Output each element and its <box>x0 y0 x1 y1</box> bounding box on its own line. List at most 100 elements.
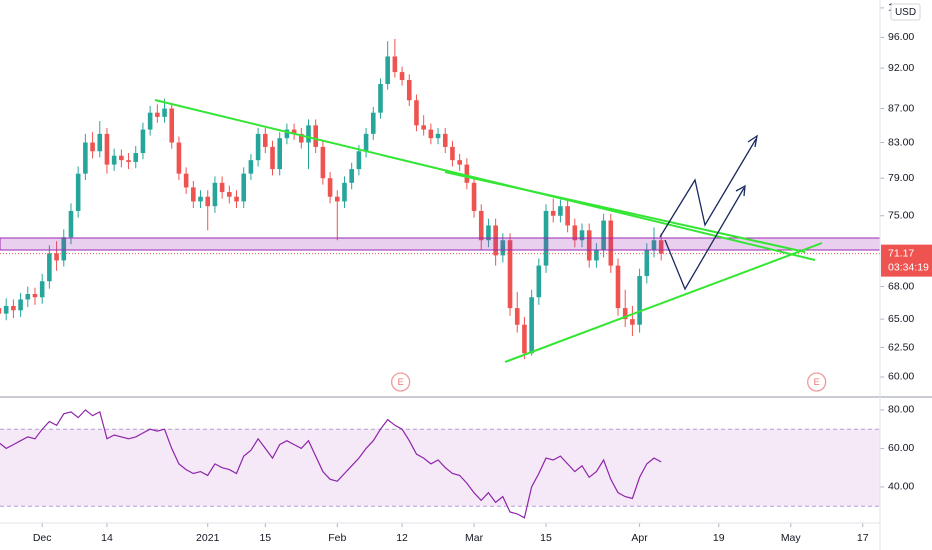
y-tick-label: 68.00 <box>888 280 914 292</box>
x-tick-label: Feb <box>328 532 346 544</box>
last-price-label: 71.17 <box>888 247 914 259</box>
earnings-label: E <box>814 377 820 387</box>
candle-body <box>378 84 383 113</box>
y-tick-label: 60.00 <box>888 442 914 454</box>
candle-body <box>500 240 506 256</box>
candle-body <box>601 220 606 251</box>
candle-body <box>104 133 110 165</box>
candle-body <box>327 178 333 197</box>
series-layer: 60.00 62.50 65.00 68.00 75.00 79.00 83.00 87.00… <box>0 2 920 544</box>
candle-body <box>630 319 635 325</box>
candle-body <box>162 108 167 117</box>
candle-body <box>234 196 239 202</box>
x-tick-label: 2021 <box>196 532 220 544</box>
drawings <box>0 99 881 363</box>
earnings-marker <box>390 372 411 392</box>
candle-body <box>478 210 484 241</box>
candle-body <box>651 240 657 251</box>
candle-body <box>334 196 340 202</box>
earnings-label: E <box>398 377 404 387</box>
candle-body <box>658 240 664 254</box>
candle-body <box>399 72 405 81</box>
candle-body <box>608 220 614 266</box>
candle-body <box>644 250 650 276</box>
candle-body <box>442 133 448 147</box>
trend-line <box>504 242 823 363</box>
candle-body <box>529 297 534 354</box>
candle-body <box>421 125 426 130</box>
candle-body <box>39 281 45 298</box>
candle-body <box>522 324 527 354</box>
candle-body <box>615 265 621 309</box>
candle-body <box>133 153 139 162</box>
x-tick-label: Dec <box>33 532 52 544</box>
y-tick-label: 96.00 <box>888 31 914 43</box>
candle-body <box>586 230 592 261</box>
candle-body <box>176 142 182 174</box>
candle-body <box>579 230 585 241</box>
candle-body <box>270 146 275 170</box>
candle-body <box>25 294 31 300</box>
x-tick-label: Apr <box>631 532 648 544</box>
candle-body <box>68 210 74 238</box>
candle-body <box>464 164 470 183</box>
candle-body <box>291 129 297 134</box>
candle-body <box>32 294 38 298</box>
candle-body <box>61 237 67 261</box>
y-tick-label: 65.00 <box>888 313 914 325</box>
x-tick-label: 15 <box>540 532 552 544</box>
candle-body <box>385 56 390 85</box>
x-tick-label: May <box>781 532 802 544</box>
x-tick-label: 17 <box>857 532 869 544</box>
candle-body <box>255 133 261 161</box>
currency: USD <box>895 7 916 18</box>
arrow-head <box>735 184 746 197</box>
candle-body <box>47 253 52 282</box>
candle-body <box>119 155 124 161</box>
candle-body <box>54 253 59 261</box>
candle-body <box>126 160 131 162</box>
y-tick-label: 75.00 <box>888 210 914 222</box>
projection <box>664 187 745 291</box>
last-price-box <box>881 244 932 277</box>
candle-body <box>140 129 146 154</box>
arrow-head <box>747 134 758 148</box>
y-tick-label: 92.00 <box>888 62 914 74</box>
candle-body <box>622 308 628 320</box>
candle-body <box>558 206 563 216</box>
x-tick-label: 14 <box>101 532 113 544</box>
earnings-marker <box>807 372 827 392</box>
candle-body <box>428 129 434 139</box>
candle-body <box>183 173 189 188</box>
y-tick-label: 83.00 <box>888 136 914 148</box>
candle-body <box>277 138 283 170</box>
candle-body <box>3 305 9 314</box>
candle-body <box>493 225 498 256</box>
candle-body <box>594 250 599 261</box>
candle-body <box>169 108 175 143</box>
candle-body <box>198 196 203 202</box>
candle-body <box>111 155 117 165</box>
candle-body <box>536 265 542 298</box>
x-tick-label: Mar <box>465 532 484 544</box>
candle-body <box>342 182 347 202</box>
candle-body <box>370 112 376 134</box>
candle-body <box>191 187 196 202</box>
rsi-line <box>0 409 662 519</box>
y-tick-label: 40.00 <box>888 481 914 493</box>
candle-body <box>514 308 520 325</box>
countdown: 03:34:19 <box>888 261 929 273</box>
candle-body <box>471 182 477 211</box>
candle-body <box>349 169 354 183</box>
x-tick-label: 12 <box>396 532 408 544</box>
y-tick-label: 62.50 <box>888 341 914 353</box>
candle-body <box>147 112 153 130</box>
candle-body <box>18 299 23 311</box>
candle-body <box>486 225 491 241</box>
y-tick-label: 79.00 <box>888 172 914 184</box>
candle-body <box>363 133 369 152</box>
candle-body <box>219 182 225 193</box>
